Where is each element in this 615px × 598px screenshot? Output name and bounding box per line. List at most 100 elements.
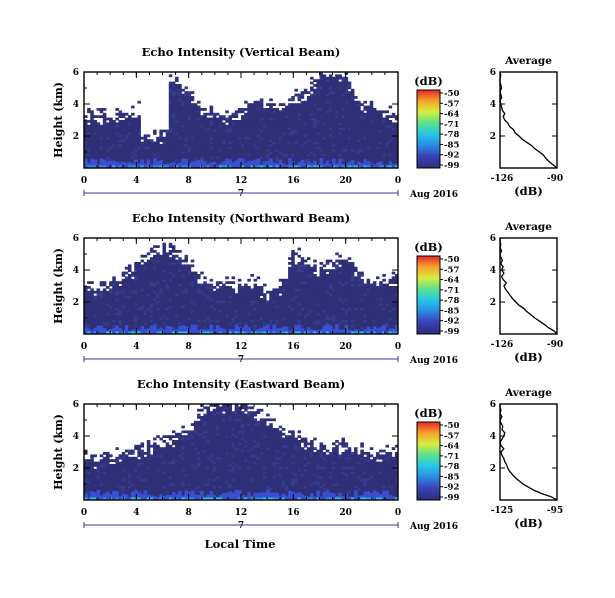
echo-cell: [275, 326, 280, 330]
echo-cell: [175, 96, 179, 99]
echo-cell: [134, 271, 138, 275]
echo-cell: [344, 132, 349, 135]
echo-cell: [193, 110, 198, 114]
echo-cell: [127, 300, 132, 304]
echo-cell: [347, 134, 352, 138]
echo-cell: [156, 264, 160, 268]
echo-cell: [87, 312, 91, 316]
echo-cell: [328, 276, 333, 280]
echo-cell: [278, 298, 283, 301]
echo-cell: [102, 151, 107, 154]
echo-cell: [369, 151, 374, 154]
echo-cell: [322, 298, 327, 301]
echo-cell: [294, 148, 298, 152]
echo-cell: [149, 153, 154, 157]
echo-cell: [354, 134, 358, 138]
echo-cell: [281, 307, 286, 311]
echo-cell: [237, 324, 242, 328]
echo-cell: [272, 310, 276, 313]
echo-cell: [184, 129, 189, 133]
echo-cell: [306, 322, 311, 325]
echo-cell: [360, 136, 364, 140]
echo-cell: [193, 278, 198, 282]
echo-cell: [328, 144, 333, 147]
echo-cell: [366, 122, 371, 126]
echo-cell: [366, 141, 371, 145]
echo-cell: [121, 124, 126, 128]
echo-cell: [344, 165, 349, 168]
echo-cell: [156, 274, 160, 277]
x-tick-label: 0: [395, 176, 401, 186]
echo-cell: [165, 269, 170, 272]
echo-cell: [184, 151, 189, 154]
echo-cell: [281, 127, 286, 130]
colorbar: [416, 89, 441, 169]
echo-cell: [250, 298, 254, 301]
echo-cell: [322, 81, 327, 85]
echo-cell: [206, 314, 210, 318]
echo-cell: [187, 271, 192, 275]
echo-cell: [102, 322, 107, 325]
echo-cell: [184, 117, 189, 121]
echo-cell: [137, 317, 141, 320]
echo-cell: [93, 136, 97, 140]
echo-cell: [272, 298, 276, 301]
echo-cell: [335, 146, 339, 150]
echo-cell: [219, 310, 223, 313]
echo-cell: [165, 139, 170, 142]
echo-cell: [212, 136, 217, 140]
echo-cell: [253, 156, 258, 159]
echo-cell: [266, 310, 270, 313]
echo-cell: [247, 290, 251, 294]
echo-cell: [219, 139, 223, 142]
echo-cell: [149, 158, 154, 162]
echo-cell: [379, 127, 383, 130]
echo-cell: [347, 112, 352, 116]
echo-cell: [171, 136, 176, 140]
echo-cell: [219, 307, 223, 311]
echo-cell: [181, 108, 185, 111]
echo-cell: [137, 293, 141, 296]
echo-cell: [93, 141, 97, 145]
echo-cell: [84, 317, 88, 320]
echo-cell: [212, 286, 217, 289]
echo-cell: [335, 298, 339, 301]
echo-cell: [262, 148, 267, 152]
echo-cell: [228, 310, 232, 313]
echo-cell: [288, 122, 292, 126]
echo-cell: [313, 298, 317, 301]
echo-cell: [112, 290, 116, 294]
echo-cell: [338, 84, 342, 87]
echo-cell: [143, 314, 148, 318]
echo-cell: [372, 122, 377, 126]
echo-cell: [143, 283, 148, 287]
echo-cell: [228, 293, 232, 296]
echo-cell: [303, 271, 308, 275]
echo-cell: [197, 132, 201, 135]
echo-cell: [247, 129, 251, 133]
echo-cell: [115, 151, 119, 154]
echo-cell: [134, 305, 138, 308]
echo-cell: [322, 300, 327, 304]
echo-cell: [156, 324, 160, 328]
echo-cell: [87, 120, 91, 123]
echo-cell: [244, 148, 248, 152]
echo-cell: [313, 127, 317, 130]
echo-cell: [376, 162, 380, 168]
echo-cell: [124, 122, 129, 126]
echo-cell: [206, 326, 210, 330]
echo-cell: [338, 259, 342, 263]
echo-cell: [112, 314, 116, 318]
echo-cell: [332, 129, 336, 133]
echo-cell: [322, 134, 327, 138]
echo-cell: [231, 129, 236, 133]
echo-cell: [332, 96, 336, 99]
echo-cell: [153, 298, 157, 301]
echo-cell: [228, 317, 232, 320]
echo-cell: [190, 300, 195, 304]
echo-cell: [347, 132, 352, 135]
echo-cell: [175, 148, 179, 152]
echo-cell: [316, 148, 320, 152]
echo-cell: [178, 300, 182, 304]
echo-cell: [297, 262, 302, 265]
